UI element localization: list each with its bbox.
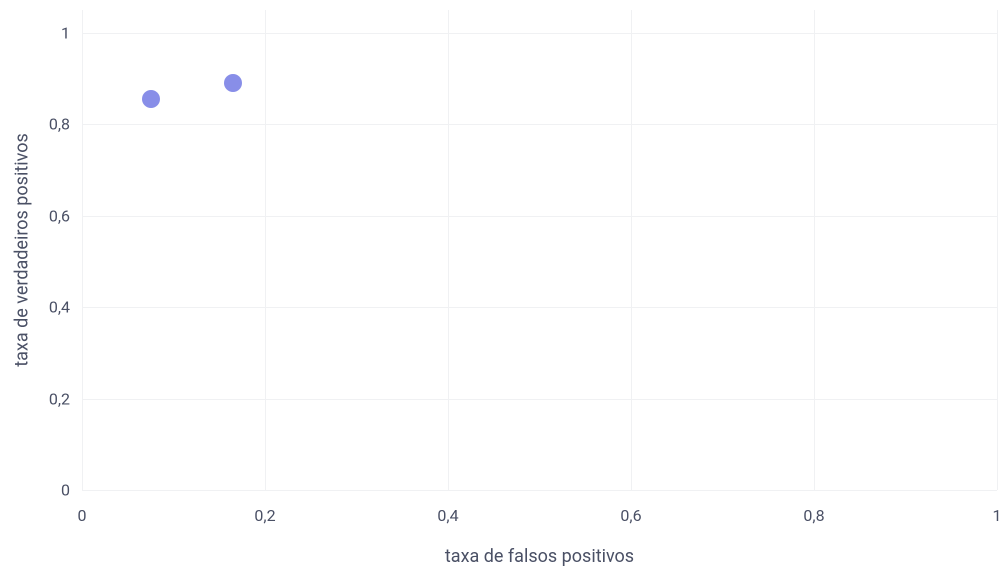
y-axis-label: taxa de verdadeiros positivos [12, 133, 33, 367]
gridline-vertical [265, 10, 266, 490]
gridline-horizontal [82, 124, 997, 125]
gridline-vertical [448, 10, 449, 490]
gridline-horizontal [82, 307, 997, 308]
roc-scatter-chart: taxa de verdadeiros positivos taxa de fa… [0, 0, 1008, 576]
x-tick-label: 0,6 [620, 506, 641, 525]
y-tick-label: 0 [61, 481, 70, 500]
gridline-vertical [997, 10, 998, 490]
y-tick-label: 0,6 [49, 206, 70, 225]
gridline-horizontal [82, 399, 997, 400]
gridline-vertical [814, 10, 815, 490]
data-point [224, 74, 242, 92]
y-tick-label: 0,8 [49, 115, 70, 134]
gridline-vertical [631, 10, 632, 490]
x-tick-label: 0 [78, 506, 87, 525]
x-tick-label: 0,8 [803, 506, 824, 525]
y-tick-label: 1 [61, 23, 70, 42]
x-tick-label: 0,2 [254, 506, 275, 525]
plot-area [82, 10, 997, 490]
gridline-horizontal [82, 33, 997, 34]
y-tick-label: 0,2 [49, 389, 70, 408]
x-tick-label: 1 [993, 506, 1002, 525]
gridline-horizontal [82, 216, 997, 217]
gridline-horizontal [82, 490, 997, 491]
data-point [142, 90, 160, 108]
y-tick-label: 0,4 [49, 298, 70, 317]
x-axis-label: taxa de falsos positivos [445, 546, 634, 567]
gridline-vertical [82, 10, 83, 490]
x-tick-label: 0,4 [437, 506, 458, 525]
